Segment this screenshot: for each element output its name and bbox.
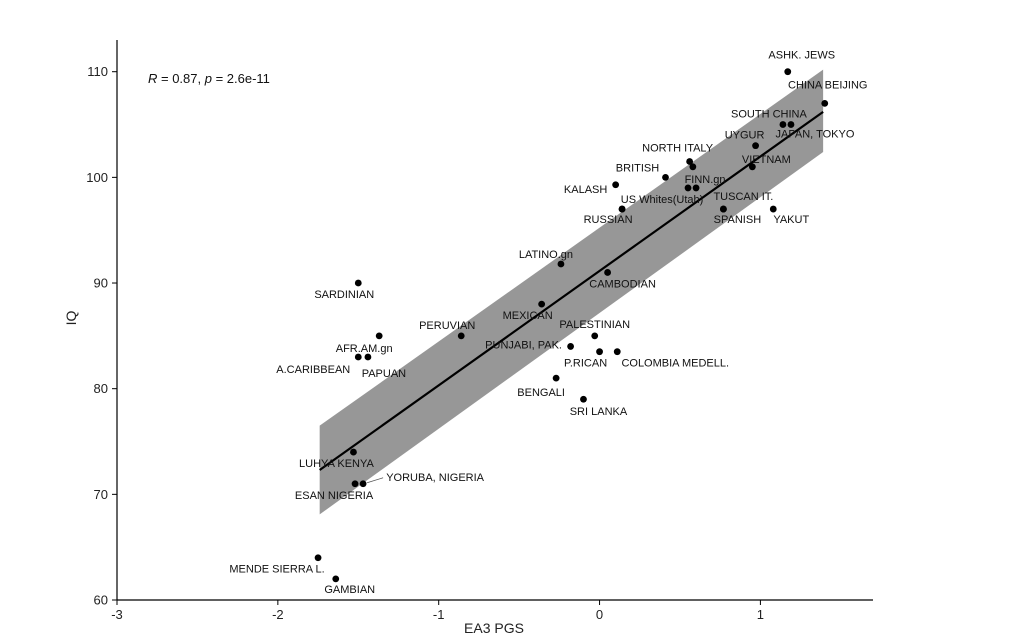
data-point bbox=[359, 480, 367, 488]
p-value: = 2.6e-11 bbox=[212, 71, 270, 86]
x-tick-label: -2 bbox=[272, 607, 284, 622]
r-value: = 0.87, bbox=[157, 71, 204, 86]
data-point bbox=[354, 279, 362, 287]
correlation-annotation: R = 0.87, p = 2.6e-11 bbox=[148, 71, 270, 86]
point-label: SARDINIAN bbox=[314, 289, 374, 301]
data-point bbox=[689, 163, 697, 171]
point-labels: ASHK. JEWS CHINA BEIJING SOUTH CHINA JAPAN,… bbox=[229, 50, 867, 596]
data-point bbox=[351, 480, 359, 488]
data-point bbox=[613, 348, 621, 356]
point-label: COLOMBIA MEDELL. bbox=[621, 358, 729, 370]
data-point bbox=[612, 181, 620, 189]
point-label: VIETNAM bbox=[742, 154, 791, 166]
regression-line-layer bbox=[319, 110, 824, 471]
data-point bbox=[752, 142, 759, 150]
point-label: YORUBA, NIGERIA bbox=[386, 472, 484, 484]
y-tick-label: 60 bbox=[94, 593, 108, 608]
data-point bbox=[769, 205, 777, 213]
data-point bbox=[354, 353, 362, 361]
data-point bbox=[787, 121, 795, 128]
point-label: KALASH bbox=[564, 184, 607, 196]
x-axis-title: EA3 PGS bbox=[464, 620, 524, 636]
data-point bbox=[538, 300, 546, 308]
point-label: GAMBIAN bbox=[324, 584, 375, 596]
point-label: PUNJABI, PAK. bbox=[485, 339, 562, 351]
point-label: PAPUAN bbox=[362, 368, 406, 380]
y-axis-title: IQ bbox=[63, 311, 79, 326]
data-point bbox=[686, 158, 694, 165]
y-tick-label: 100 bbox=[86, 170, 108, 185]
x-tick-label: -3 bbox=[111, 607, 123, 622]
data-point bbox=[618, 205, 626, 213]
point-label: MENDE SIERRA L. bbox=[229, 564, 324, 576]
data-point bbox=[332, 575, 340, 583]
point-label: YAKUT bbox=[773, 214, 809, 226]
y-tick-label: 90 bbox=[94, 276, 108, 291]
data-point bbox=[604, 269, 611, 276]
point-label: NORTH ITALY bbox=[642, 143, 714, 155]
point-label: TUSCAN IT. bbox=[713, 191, 773, 203]
point-label: ASHK. JEWS bbox=[768, 50, 835, 62]
point-label: LUHYA KENYA bbox=[299, 458, 374, 470]
point-label: JAPAN, TOKYO bbox=[776, 129, 855, 141]
point-label: CAMBODIAN bbox=[589, 278, 656, 290]
data-point bbox=[375, 332, 383, 340]
y-tick-label: 80 bbox=[94, 381, 108, 396]
data-point bbox=[350, 448, 357, 456]
point-label: FINN.gn bbox=[685, 174, 726, 186]
point-label: PALESTINIAN bbox=[559, 319, 630, 331]
r-symbol: R bbox=[148, 71, 157, 86]
x-tick-label: 1 bbox=[757, 607, 764, 622]
point-label: A.CARIBBEAN bbox=[276, 364, 350, 376]
data-point bbox=[364, 353, 372, 361]
data-point bbox=[720, 205, 727, 213]
data-point bbox=[821, 99, 829, 107]
data-point bbox=[314, 554, 322, 562]
point-label: CHINA BEIJING bbox=[788, 79, 867, 91]
point-label: US Whites(Utah) bbox=[621, 194, 704, 206]
data-point bbox=[748, 163, 756, 171]
regression-line bbox=[319, 110, 824, 471]
point-label: PERUVIAN bbox=[419, 320, 475, 332]
point-label: SOUTH CHINA bbox=[731, 109, 807, 121]
y-tick-label: 110 bbox=[87, 64, 108, 79]
point-label: SRI LANKA bbox=[570, 406, 628, 418]
point-label: SPANISH bbox=[714, 214, 762, 226]
x-tick-label: 0 bbox=[596, 607, 603, 622]
axes: -3 -2 -1 0 1 60 70 80 90 100 110 bbox=[86, 40, 873, 622]
point-label: UYGUR bbox=[725, 130, 765, 142]
y-tick-label: 70 bbox=[94, 487, 108, 502]
point-label: LATINO.gn bbox=[519, 249, 573, 261]
data-point bbox=[684, 184, 692, 192]
data-point bbox=[552, 374, 560, 382]
data-points bbox=[314, 68, 829, 583]
data-point bbox=[779, 121, 787, 128]
point-label: AFR.AM.gn bbox=[336, 343, 393, 355]
point-label: BRITISH bbox=[616, 162, 659, 174]
data-point bbox=[457, 332, 465, 340]
point-label: MEXICAN bbox=[503, 310, 553, 322]
x-tick-label: -1 bbox=[433, 607, 445, 622]
p-symbol: p bbox=[204, 71, 212, 86]
data-point bbox=[596, 348, 603, 356]
data-point bbox=[580, 395, 587, 403]
point-label: ESAN NIGERIA bbox=[295, 490, 374, 502]
label-leader-line bbox=[366, 477, 384, 484]
data-point bbox=[591, 332, 599, 340]
data-point bbox=[567, 343, 574, 350]
data-point bbox=[557, 260, 565, 268]
data-point bbox=[784, 68, 792, 76]
data-point bbox=[692, 184, 700, 192]
point-label: BENGALI bbox=[517, 387, 565, 399]
point-label: P.RICAN bbox=[564, 358, 607, 370]
data-point bbox=[662, 173, 669, 181]
point-label: RUSSIAN bbox=[584, 214, 633, 226]
